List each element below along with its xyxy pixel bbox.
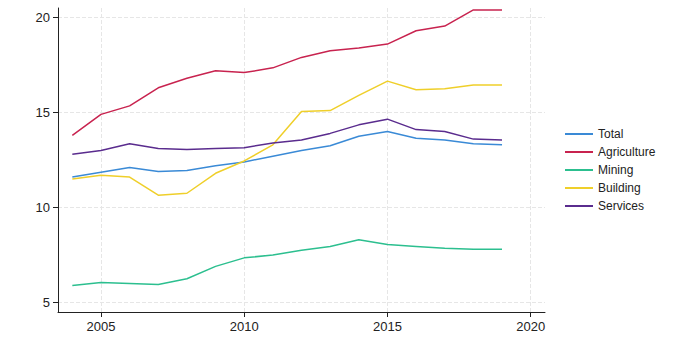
svg-text:15: 15	[36, 105, 50, 120]
svg-text:10: 10	[36, 200, 50, 215]
svg-text:Total: Total	[598, 127, 623, 141]
svg-text:2005: 2005	[87, 319, 116, 334]
svg-text:Building: Building	[598, 181, 641, 195]
svg-text:5: 5	[43, 295, 50, 310]
svg-text:2010: 2010	[230, 319, 259, 334]
svg-text:Agriculture: Agriculture	[598, 145, 656, 159]
svg-text:20: 20	[36, 10, 50, 25]
svg-text:2020: 2020	[516, 319, 545, 334]
svg-text:2015: 2015	[373, 319, 402, 334]
svg-text:Mining: Mining	[598, 163, 633, 177]
svg-text:Services: Services	[598, 199, 644, 213]
